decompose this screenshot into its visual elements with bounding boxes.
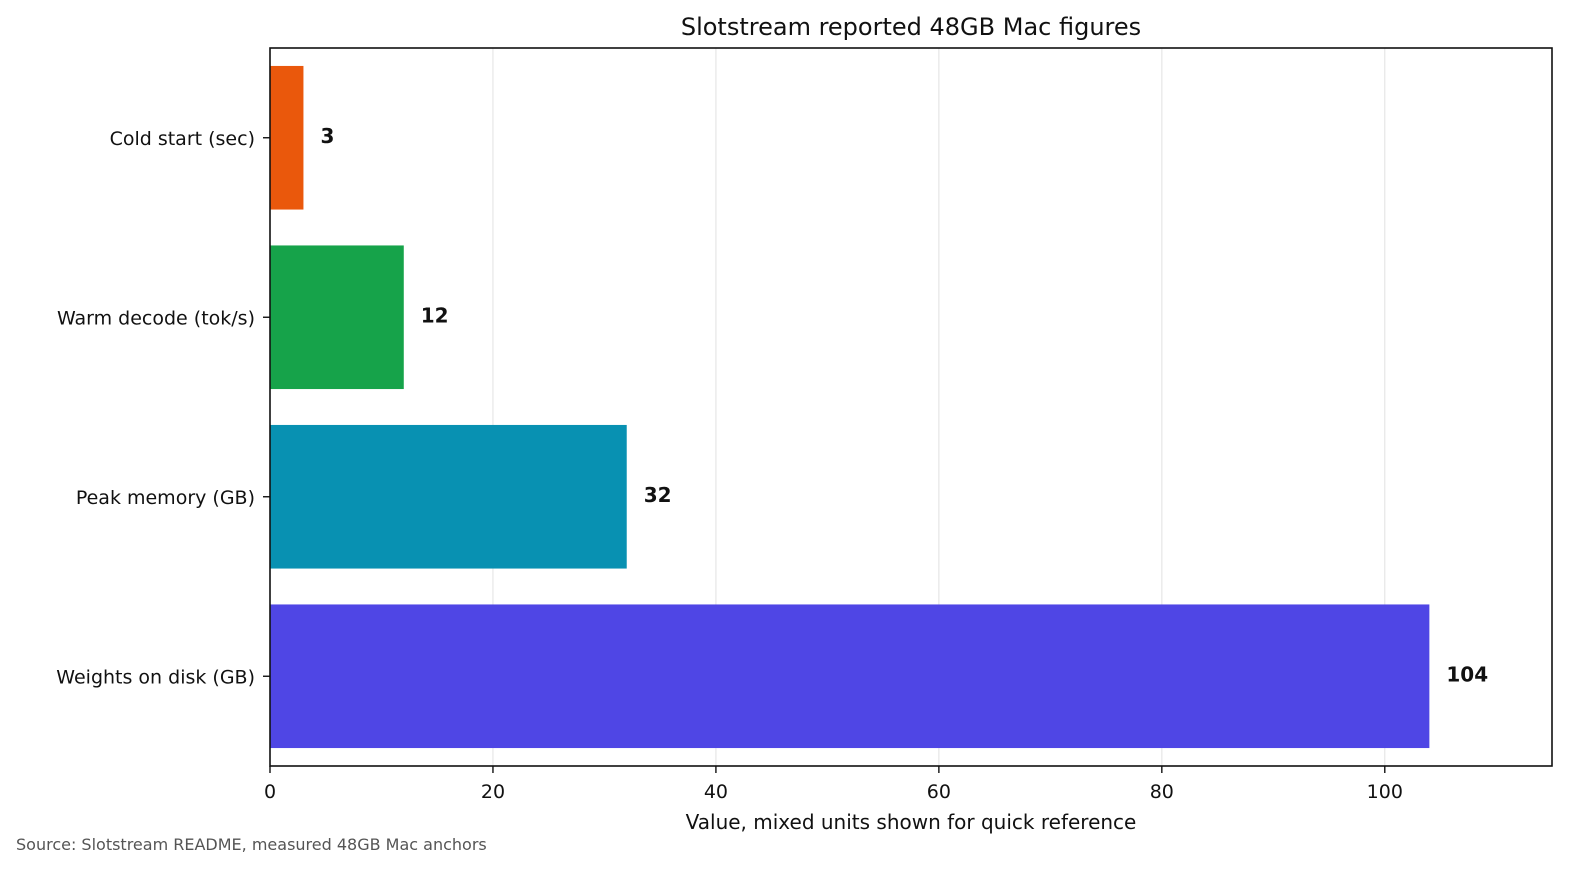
bar [270,65,304,210]
plot-area-frame [269,47,1553,767]
x-tick-label: 0 [264,781,276,803]
y-category-label: Cold start (sec) [110,128,255,150]
bar-value-label: 104 [1446,662,1488,686]
chart-title: Slotstream reported 48GB Mac figures [681,13,1141,41]
bar [270,245,404,390]
x-tick-label: 60 [927,781,951,803]
x-axis-label: Value, mixed units shown for quick refer… [686,810,1137,834]
y-category-label: Peak memory (GB) [76,487,255,509]
x-tick-label: 100 [1367,781,1403,803]
bar-value-label: 3 [320,124,334,148]
bar-value-label: 32 [644,483,672,507]
bar [270,424,627,569]
bar-value-label: 12 [421,303,449,327]
bar [270,604,1430,749]
source-note: Source: Slotstream README, measured 48GB… [16,835,487,854]
y-category-label: Weights on disk (GB) [56,666,255,688]
x-tick-label: 20 [481,781,505,803]
y-axis: Cold start (sec) Warm decode (tok/s) Peak … [56,128,270,688]
y-category-label: Warm decode (tok/s) [57,307,255,329]
x-tick-label: 80 [1150,781,1174,803]
x-tick-label: 40 [704,781,728,803]
x-axis: 0 20 40 60 80 100 [264,766,1403,803]
bars [270,65,1430,749]
data-labels: 3 12 32 104 [320,124,1488,687]
